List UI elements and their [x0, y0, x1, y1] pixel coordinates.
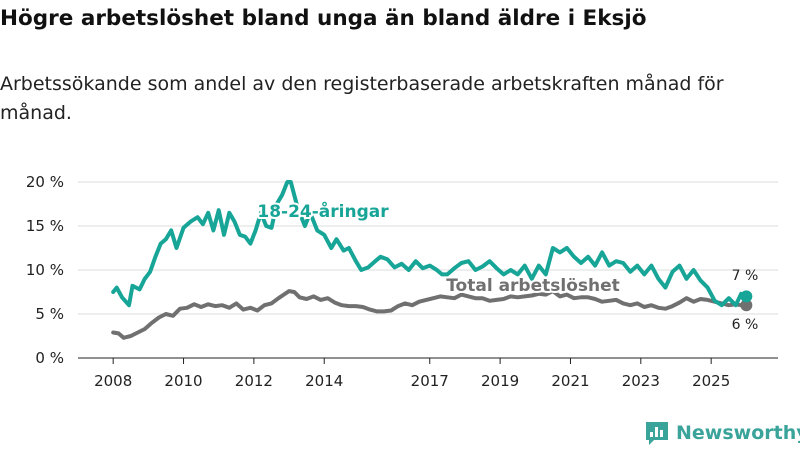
end-point-total — [740, 299, 753, 312]
series-line-total — [111, 289, 749, 340]
page-title: Högre arbetslöshet bland unga än bland ä… — [0, 6, 647, 31]
series-labels: 18-24-åringar Total arbetslöshet 7 % 6 % — [255, 198, 759, 333]
x-tick-label: 2025 — [692, 372, 730, 390]
x-tick-label: 2023 — [622, 372, 660, 390]
x-tick-label: 2017 — [411, 372, 449, 390]
series-line-youth — [111, 180, 749, 308]
x-tick-label: 2012 — [235, 372, 273, 390]
end-value-label-youth: 7 % — [732, 268, 759, 284]
x-tick-label: 2021 — [551, 372, 589, 390]
y-tick-label: 10 % — [26, 261, 64, 279]
y-tick-label: 20 % — [26, 173, 64, 191]
x-tick-label: 2019 — [481, 372, 519, 390]
page-subtitle: Arbetssökande som andel av den registerb… — [0, 73, 724, 124]
x-axis-ticks: 2008 2010 2012 2014 2017 2019 2021 2023 2025 — [94, 358, 730, 390]
series-lines — [111, 180, 753, 340]
y-tick-label: 0 % — [35, 349, 64, 367]
end-point-youth — [740, 290, 753, 303]
y-tick-label: 15 % — [26, 217, 64, 235]
series-label-youth: 18-24-åringar — [257, 200, 389, 222]
y-tick-label: 5 % — [35, 305, 64, 323]
newsworthy-logo: Newsworthy — [644, 420, 800, 446]
logo-text: Newsworthy — [676, 422, 800, 444]
x-tick-label: 2010 — [164, 372, 202, 390]
end-value-label-total: 6 % — [732, 317, 759, 333]
gridlines — [78, 181, 778, 359]
y-axis-ticks: 0 % 5 % 10 % 15 % 20 % — [26, 173, 64, 367]
x-tick-label: 2014 — [305, 372, 343, 390]
bar-chart-logo-icon — [646, 422, 668, 445]
x-tick-label: 2008 — [94, 372, 132, 390]
series-label-total: Total arbetslöshet — [446, 276, 620, 296]
